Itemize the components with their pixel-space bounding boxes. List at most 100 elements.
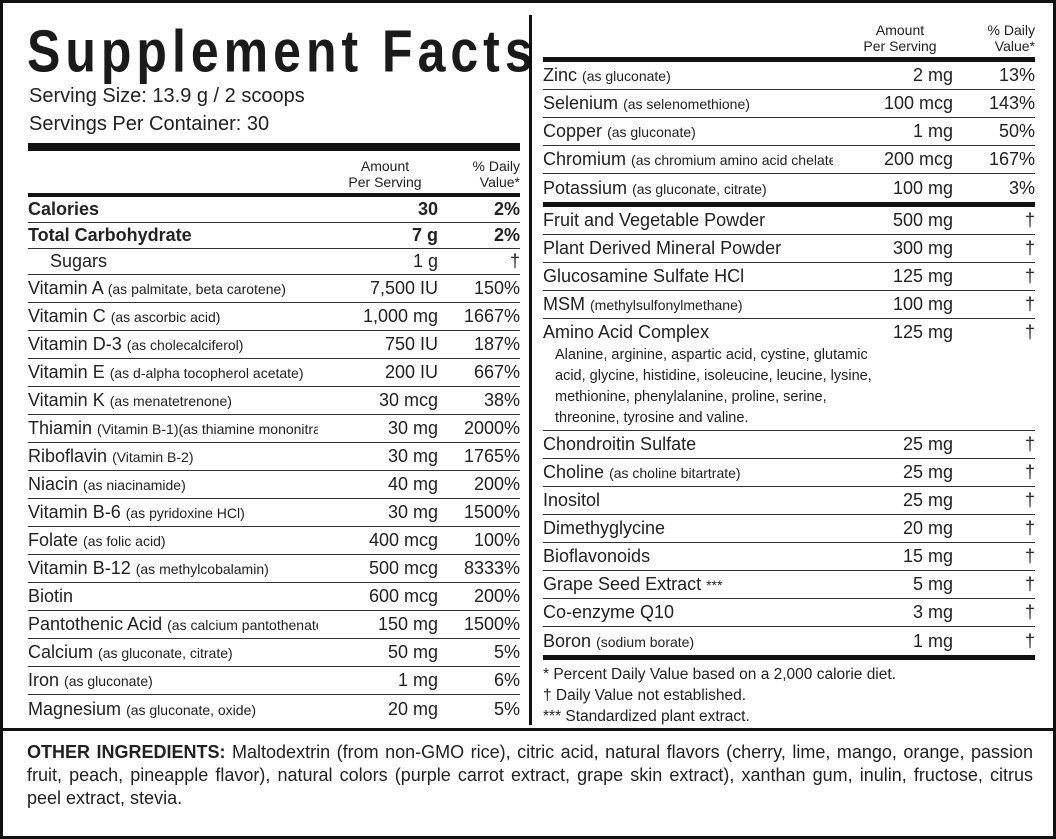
nutrient-row: Pantothenic Acid (as calcium pantothenat…: [28, 611, 520, 639]
nutrient-row: Calcium (as gluconate, citrate) 50 mg 5%: [28, 639, 520, 667]
amount: 2 mg: [912, 65, 953, 85]
nutrient-name: Amino Acid Complex: [543, 322, 833, 343]
name: Vitamin K: [28, 390, 105, 410]
thick-rule: [28, 193, 520, 197]
column-divider: [529, 15, 532, 725]
nutrient-row: Glucosamine Sulfate HCl 125 mg †: [543, 263, 1035, 291]
nutrient-name: Glucosamine Sulfate HCl: [543, 266, 833, 287]
name: Bioflavonoids: [543, 546, 651, 566]
nutrient-name: Vitamin K (as menatetrenone): [28, 390, 318, 411]
daily-value: 167%: [988, 149, 1035, 169]
description-line: Alanine, arginine, aspartic acid, cystin…: [555, 346, 868, 363]
description-line: methionine, phenylalanine, proline, seri…: [555, 388, 827, 405]
amount: 200 mcg: [883, 149, 953, 169]
name: Copper: [543, 121, 603, 141]
nutrient-name: Calories: [28, 199, 318, 220]
name: Grape Seed Extract: [543, 574, 702, 594]
header-line: Value*: [479, 174, 520, 190]
daily-value: 2%: [493, 199, 520, 219]
name: MSM: [543, 294, 585, 314]
thick-rule: [28, 143, 520, 151]
nutrient-row: Magnesium (as gluconate, oxide) 20 mg 5%: [28, 695, 520, 723]
name: Dimethyglycine: [543, 518, 666, 538]
daily-value: †: [1024, 434, 1035, 454]
nutrient-row: Calories 30 2%: [28, 197, 520, 223]
name: Selenium: [543, 93, 619, 113]
nutrient-row: Iron (as gluconate) 1 mg 6%: [28, 667, 520, 695]
amount-header: Amount Per Serving: [330, 158, 440, 190]
daily-value: †: [1024, 294, 1035, 314]
nutrient-name: Iron (as gluconate): [28, 670, 318, 691]
header-line: Per Serving: [863, 38, 937, 54]
amount: 20 mg: [387, 698, 438, 719]
name: Co-enzyme Q10: [543, 602, 675, 622]
nutrient-name: Vitamin D-3 (as cholecalciferol): [28, 334, 318, 355]
note: (as selenomethione): [623, 96, 750, 112]
nutrient-name: Zinc (as gluconate): [543, 65, 833, 86]
daily-value: 2000%: [463, 418, 520, 438]
header-line: Amount: [360, 158, 410, 174]
daily-value: 667%: [473, 362, 520, 382]
nutrient-name: MSM (methylsulfonylmethane): [543, 294, 833, 315]
dv-header: % Daily Value*: [965, 22, 1035, 54]
nutrient-row: Selenium (as selenomethione) 100 mcg 143%: [543, 90, 1035, 118]
nutrient-row: Co-enzyme Q10 3 mg †: [543, 599, 1035, 627]
name: Chondroitin Sulfate: [543, 434, 697, 454]
amount: 600 mcg: [368, 586, 438, 606]
nutrient-name: Vitamin C (as ascorbic acid): [28, 306, 318, 327]
nutrient-name: Potassium (as gluconate, citrate): [543, 178, 833, 199]
nutrient-name: Dimethyglycine: [543, 518, 833, 539]
amount: 1,000 mg: [362, 306, 438, 326]
nutrient-name: Plant Derived Mineral Powder: [543, 238, 833, 259]
daily-value: †: [1024, 462, 1035, 482]
nutrient-row: Vitamin B-6 (as pyridoxine HCl) 30 mg 1500…: [28, 499, 520, 527]
daily-value: †: [509, 251, 520, 271]
note: (as chromium amino acid chelate): [631, 152, 833, 168]
daily-value: 187%: [473, 334, 520, 354]
note: (as gluconate): [64, 673, 153, 689]
thick-rule: [543, 57, 1035, 62]
name: Vitamin B-12: [28, 558, 131, 578]
footnote: *** Standardized plant extract.: [543, 708, 750, 725]
amount: 20 mg: [902, 518, 953, 538]
note: (as gluconate, citrate): [632, 180, 767, 197]
amount: 50 mg: [387, 642, 438, 662]
note: (as gluconate, citrate): [98, 645, 233, 661]
nutrient-row: Copper (as gluconate) 1 mg 50%: [543, 118, 1035, 146]
header-line: % Daily: [472, 158, 520, 174]
nutrient-name: Vitamin A (as palmitate, beta carotene): [28, 278, 318, 299]
amount: 5 mg: [912, 574, 953, 594]
note: (sodium borate): [596, 633, 695, 650]
amount: 1 mg: [397, 670, 438, 690]
amount: 15 mg: [902, 546, 953, 566]
daily-value: 1765%: [463, 446, 520, 466]
name: Chromium: [543, 149, 627, 169]
ingredients-label: OTHER INGREDIENTS:: [27, 742, 226, 762]
note: (Vitamin B-1)(as thiamine mononitrate): [97, 421, 318, 437]
nutrient-row: Plant Derived Mineral Powder 300 mg †: [543, 235, 1035, 263]
amount: 1 g: [412, 251, 438, 271]
footnotes: * Percent Daily Value based on a 2,000 c…: [543, 660, 1035, 727]
nutrient-name: Chromium (as chromium amino acid chelate…: [543, 149, 833, 170]
nutrient-name: Choline (as choline bitartrate): [543, 462, 833, 483]
name: Magnesium: [28, 698, 122, 719]
nutrient-name: Vitamin E (as d-alpha tocopherol acetate…: [28, 362, 318, 383]
daily-value: †: [1024, 518, 1035, 538]
daily-value: 2%: [493, 225, 520, 245]
daily-value: †: [1024, 490, 1035, 510]
amount: 125 mg: [892, 322, 953, 342]
nutrient-name: Riboflavin (Vitamin B-2): [28, 446, 318, 467]
title: Supplement Facts: [27, 18, 538, 85]
note: (Vitamin B-2): [112, 449, 194, 465]
nutrient-row: MSM (methylsulfonylmethane) 100 mg †: [543, 291, 1035, 319]
nutrient-row: Niacin (as niacinamide) 40 mg 200%: [28, 471, 520, 499]
amount: 30 mg: [387, 446, 438, 466]
amount: 125 mg: [892, 266, 953, 286]
nutrient-row: Vitamin B-12 (as methylcobalamin) 500 mcg…: [28, 555, 520, 583]
name: Amino Acid Complex: [543, 322, 710, 342]
daily-value: †: [1024, 322, 1035, 342]
nutrient-name: Vitamin B-12 (as methylcobalamin): [28, 558, 318, 579]
servings-per-container: Servings Per Container: 30: [29, 113, 270, 135]
daily-value: 5%: [493, 642, 520, 662]
daily-value: 50%: [998, 121, 1035, 141]
